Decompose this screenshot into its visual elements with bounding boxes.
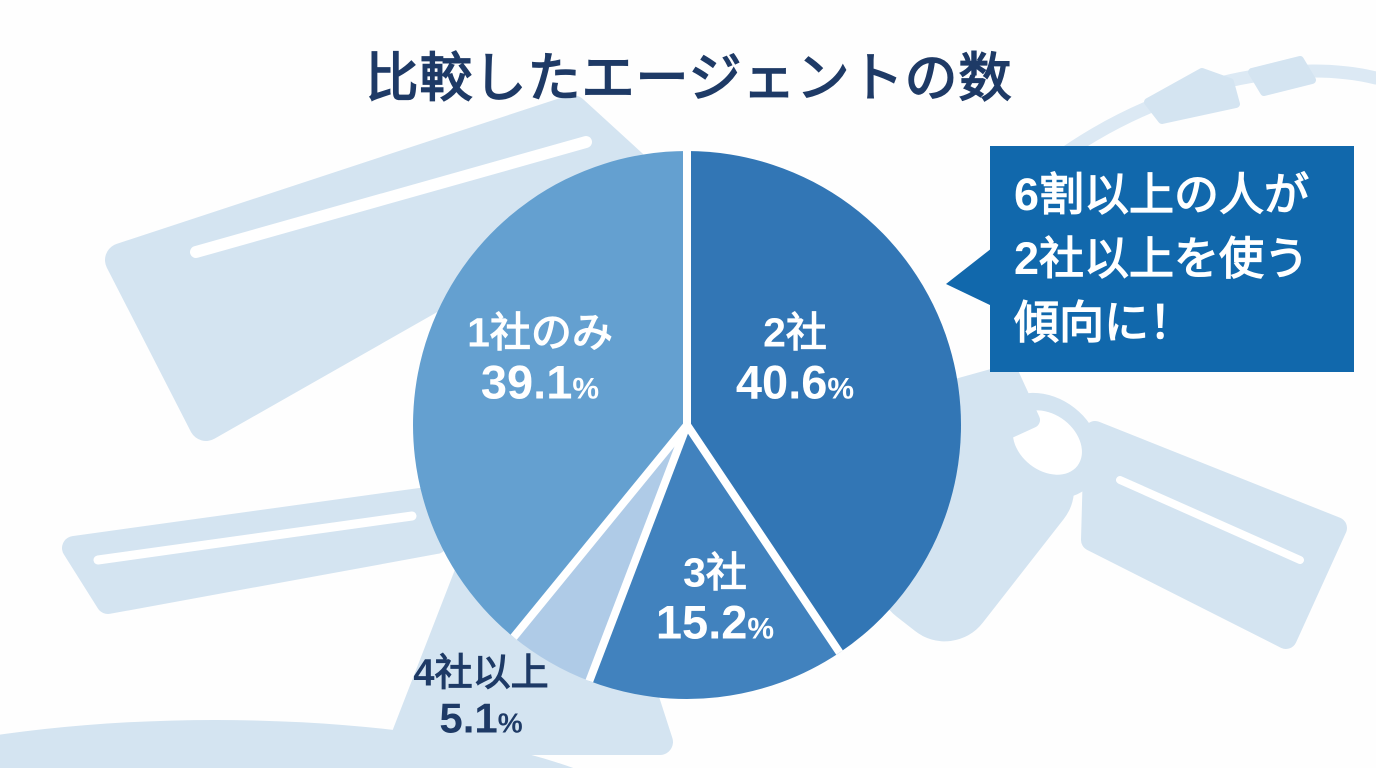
slice-value: 40.6%: [735, 355, 855, 409]
callout-line-3: 傾向に！: [1014, 297, 1195, 348]
percent-sign: %: [497, 707, 523, 739]
pie-slice-two-companies: [687, 151, 961, 653]
airplane-stabilizer-left: [62, 488, 448, 614]
airplane-stabilizer-line: [93, 511, 417, 565]
airplane-wing-right: [1081, 421, 1347, 649]
pie-chart: 1社のみ 39.1% 2社 40.6% 3社 15.2%: [410, 148, 964, 702]
airplane-wing-right-line: [1116, 476, 1304, 564]
slice-label-three-companies: 3社 15.2%: [656, 550, 774, 649]
pie-slice-one-only: [413, 151, 687, 638]
airplane-fuselage-bottom: [0, 720, 574, 768]
callout-bubble: 6割以上の人が 2社以上を使う 傾向に！: [946, 146, 1354, 372]
slice-label-one-only: 1社のみ 39.1%: [467, 310, 613, 409]
chart-title: 比較したエージェントの数: [365, 49, 1013, 108]
percent-sign: %: [572, 372, 600, 406]
slice-name: 2社: [763, 309, 827, 356]
slice-name: 4社以上: [413, 652, 549, 695]
slice-value: 15.2%: [655, 595, 775, 649]
airplane-wing-flap-line: [190, 136, 592, 258]
percent-sign: %: [827, 372, 855, 406]
pie-slice-four-or-more: [513, 425, 687, 682]
airplane-cockpit-window-2: [1248, 56, 1316, 96]
pie-divider-line: [510, 422, 691, 640]
callout-line-1: 6割以上の人が: [1014, 169, 1310, 220]
pie-divider-line: [683, 422, 843, 655]
callout-line-2: 2社以上を使う: [1014, 233, 1310, 284]
slice-value: 5.1%: [439, 694, 523, 742]
slice-name: 3社: [683, 549, 747, 596]
slice-name: 1社のみ: [467, 309, 613, 356]
pie-slice-three-companies: [589, 425, 840, 700]
pie-svg: [413, 151, 961, 700]
pie-divider-line: [585, 423, 691, 683]
airplane-cockpit-window: [1144, 68, 1240, 124]
percent-sign: %: [747, 612, 775, 646]
slice-value: 39.1%: [480, 355, 600, 409]
slice-label-four-or-more: 4社以上 5.1%: [413, 653, 548, 742]
slice-label-two-companies: 2社 40.6%: [736, 310, 854, 409]
